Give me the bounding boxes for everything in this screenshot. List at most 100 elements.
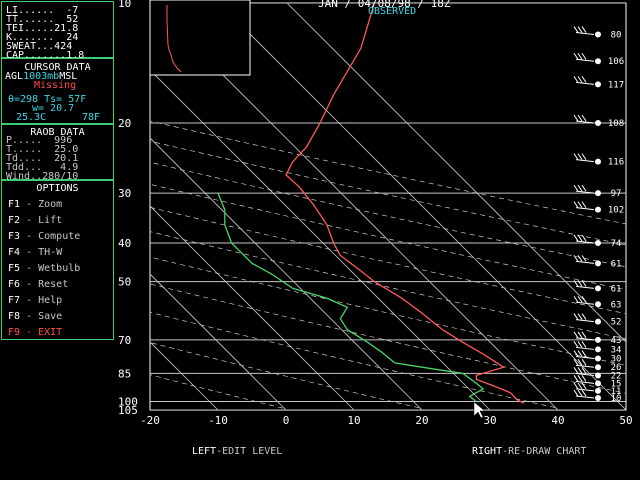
option-key: F9 (8, 327, 21, 338)
wind-speed-label: 34 (611, 345, 622, 355)
wind-station-dot (595, 260, 601, 267)
wind-speed-label: 116 (608, 158, 624, 168)
dry-adiabat (150, 283, 626, 394)
wind-station-dot (595, 336, 601, 343)
temperature-trace (285, 3, 525, 404)
x-tick-label: 20 (415, 414, 428, 427)
agl-label: AGL (5, 71, 24, 82)
wind-speed-label: 61 (611, 284, 622, 294)
wind-station-dot (595, 318, 601, 325)
option-help[interactable]: F7 - Help (8, 295, 62, 307)
wind-station-dot (595, 301, 601, 308)
wind-barb-feather (573, 114, 579, 122)
k-index: K....... 24 (6, 32, 79, 43)
wind-barb-shaft (575, 260, 595, 264)
wind-barb-feather (573, 26, 579, 33)
isotherm-line (150, 341, 219, 410)
option-wetbulb[interactable]: F5 - Wetbulb (8, 263, 80, 275)
wind-station-dot (595, 372, 601, 379)
cursor-data-title: CURSOR DATA (24, 62, 91, 73)
isotherm-line (286, 3, 626, 343)
option-key: F1 (8, 199, 21, 210)
hodograph-inset[interactable] (149, 0, 251, 76)
wind-barb-shaft (575, 159, 595, 163)
raob-data-panel: RAOB DATA P..... 996 T..... 25.0 Td.... … (1, 124, 114, 182)
wind-barb-shaft (575, 285, 595, 289)
wind-barb-shaft (575, 120, 595, 124)
wind-station-dot (595, 58, 601, 65)
wind-barb-shaft (575, 240, 595, 244)
wind-station-dot (595, 31, 601, 38)
option-separator: - (20, 327, 39, 338)
wind-station-dot (595, 380, 601, 387)
option-reset[interactable]: F6 - Reset (8, 279, 68, 291)
wind-barb-feather (573, 295, 579, 303)
wind-barb-feather (573, 234, 579, 242)
wind-barb-feather (577, 153, 583, 160)
option-label: Save (38, 311, 63, 322)
option-separator: - (20, 215, 39, 226)
wind-barb-feather (577, 255, 583, 262)
wind-barb-feather (577, 26, 583, 33)
option-th-w[interactable]: F4 - TH-W (8, 247, 62, 259)
option-lift[interactable]: F2 - Lift (8, 215, 62, 227)
wind-barb-feather (581, 201, 587, 208)
wind-speed-label: 11 (611, 387, 622, 397)
wind-barb-feather (581, 114, 587, 122)
options-title: OPTIONS (36, 183, 79, 194)
wind-barb-feather (581, 295, 587, 303)
wind-barb-feather (581, 313, 587, 320)
wind-barb-shaft (575, 380, 595, 384)
wind-barb-shaft (575, 364, 595, 368)
wind-station-dot (595, 239, 601, 246)
raob-data-title: RAOB DATA (30, 127, 85, 138)
option-key: F6 (8, 279, 21, 290)
wind-speed-label: 108 (608, 119, 624, 129)
wind-barb-shaft (575, 81, 595, 85)
wind-speed-label: 97 (611, 189, 622, 199)
option-compute[interactable]: F3 - Compute (8, 231, 80, 243)
wind-barb-feather (573, 184, 579, 192)
wind-speed-label: 106 (608, 57, 624, 67)
option-label: Compute (38, 231, 81, 242)
cursor-temp-f: 78F (82, 112, 101, 123)
option-key: F7 (8, 295, 21, 306)
cursor-temp-c: 25.3C (16, 112, 47, 123)
wind-station-dot (595, 190, 601, 197)
wind-station-dot (595, 285, 601, 292)
y-tick-label: 70 (118, 334, 131, 347)
option-save[interactable]: F8 - Save (8, 311, 62, 323)
dry-adiabat (150, 342, 422, 409)
dry-adiabat (150, 120, 626, 225)
x-tick-label: 0 (283, 414, 290, 427)
wind-barb-feather (581, 341, 587, 348)
wind-barb-feather (581, 350, 587, 357)
option-key: F5 (8, 263, 21, 274)
wind-station-dot (595, 346, 601, 353)
option-zoom[interactable]: F1 - Zoom (8, 199, 62, 211)
option-key: F3 (8, 231, 21, 242)
x-tick-label: 50 (619, 414, 632, 427)
option-separator: - (20, 311, 39, 322)
wind-barb-feather (581, 358, 587, 366)
wind-barb-feather (573, 375, 579, 382)
wind-speed-label: 61 (611, 259, 622, 269)
sidebar: LI...... -7 TT...... 52 TEI.....21.8 K..… (0, 0, 116, 340)
wind-barb-feather (577, 382, 583, 390)
wind-barb-feather (581, 52, 587, 60)
wind-speed-label: 74 (611, 239, 622, 249)
wind-barb-feather (581, 382, 587, 390)
option-label: Reset (38, 279, 69, 290)
wind-barb-shaft (575, 388, 595, 392)
y-tick-label: 100 (118, 396, 138, 409)
indices-panel: LI...... -7 TT...... 52 TEI.....21.8 K..… (1, 1, 114, 61)
wind-barb-shaft (575, 372, 595, 376)
wind-barb-feather (577, 280, 583, 287)
wind-speed-label: 26 (611, 363, 622, 373)
option-exit[interactable]: F9 - EXIT (8, 327, 62, 339)
wind-barb-feather (577, 184, 583, 192)
raob-dewpoint: Td.... 20.1 (6, 153, 79, 164)
footer-right-hint: RIGHT-RE-DRAW CHART (472, 446, 586, 457)
wind-barb-feather (573, 280, 579, 287)
